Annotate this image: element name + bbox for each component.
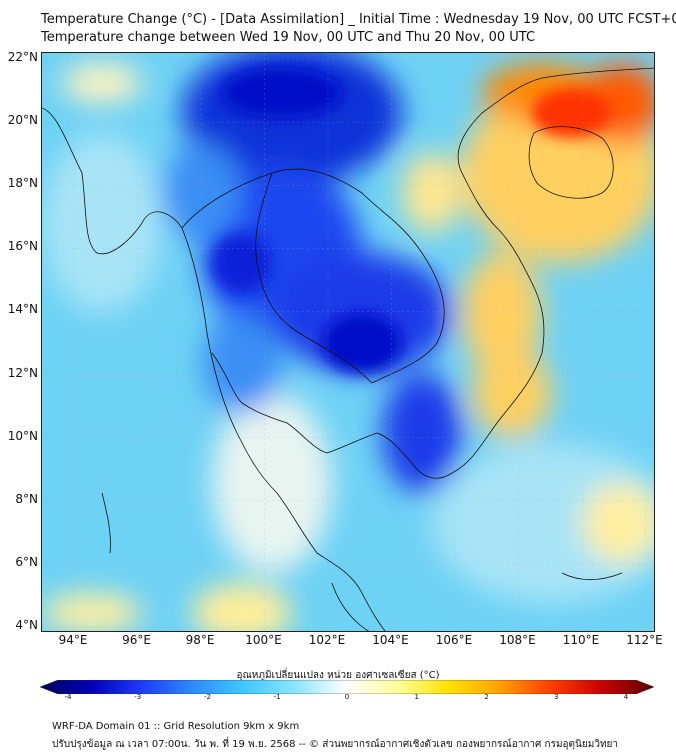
lat-label: 22°N xyxy=(7,50,38,64)
lon-label: 96°E xyxy=(122,633,151,647)
lon-label: 104°E xyxy=(372,633,409,647)
footer-model-info: WRF-DA Domain 01 :: Grid Resolution 9km … xyxy=(52,721,300,732)
lon-label: 100°E xyxy=(245,633,282,647)
lat-label: 14°N xyxy=(7,302,38,317)
lat-label: 20°N xyxy=(7,113,38,128)
lon-label: 98°E xyxy=(185,633,215,647)
coastlines xyxy=(42,67,654,631)
lat-label: 12°N xyxy=(7,365,38,380)
footer-credit: ปรับปรุงข้อมูล ณ เวลา 07:00น. วัน พ. ที่… xyxy=(52,739,619,750)
lon-label: 112°E xyxy=(626,633,663,647)
temperature-change-map xyxy=(41,52,655,632)
colorbar-tick-label: -1 xyxy=(273,693,281,701)
colorbar-tick-label: -3 xyxy=(134,693,142,701)
colorbar-tick-label: 3 xyxy=(554,693,559,701)
lon-label: 108°E xyxy=(499,633,536,647)
colorbar-tick-label: 0 xyxy=(344,693,350,701)
lat-label: 10°N xyxy=(7,428,38,443)
lat-label: 8°N xyxy=(15,491,38,506)
colorbar-tick-label: -4 xyxy=(64,693,72,701)
colorbar xyxy=(40,680,654,694)
lat-label: 16°N xyxy=(7,239,38,254)
lon-label: 94°E xyxy=(58,633,88,647)
map-title: Temperature Change (°C) - [Data Assimila… xyxy=(41,12,676,27)
lon-label: 106°E xyxy=(435,633,473,647)
map-subtitle: Temperature change between Wed 19 Nov, 0… xyxy=(41,30,536,45)
lon-label: 110°E xyxy=(562,633,600,647)
lat-label: 4°N xyxy=(15,618,38,632)
graticule xyxy=(42,53,654,631)
colorbar-tick-label: 4 xyxy=(623,693,629,701)
colorbar-tick-label: 1 xyxy=(414,693,419,701)
colorbar-tick-label: 2 xyxy=(484,693,489,701)
lat-label: 6°N xyxy=(15,554,38,569)
colorbar-title: อุณหภูมิเปลี่ยนแปลง หน่วย องศาเซลเซียส (… xyxy=(236,670,440,681)
colorbar-tick-label: -2 xyxy=(204,693,211,701)
lat-label: 18°N xyxy=(7,176,38,191)
lon-label: 102°E xyxy=(308,633,346,647)
